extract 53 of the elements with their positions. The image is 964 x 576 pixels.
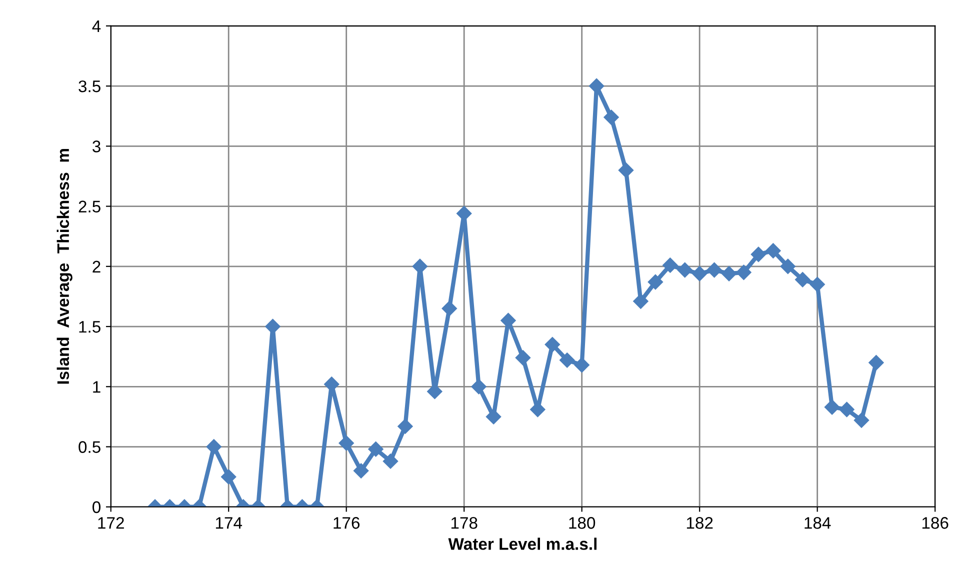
- x-tick-label: 174: [216, 517, 242, 529]
- y-tick-label: 1: [93, 381, 100, 393]
- point: [692, 266, 708, 282]
- y-tick-label: 1.5: [79, 321, 100, 333]
- point: [382, 454, 398, 469]
- point: [354, 463, 369, 478]
- x-tick-label: 180: [569, 517, 596, 529]
- point: [515, 350, 531, 366]
- point: [604, 110, 619, 125]
- point: [544, 336, 560, 352]
- x-tick-label: 186: [922, 517, 948, 529]
- point: [766, 243, 781, 258]
- x-axis-title: Water Level m.a.s.l: [448, 538, 597, 550]
- point: [750, 246, 766, 262]
- point: [854, 412, 870, 428]
- point: [618, 162, 634, 178]
- y-tick-label: 2.5: [78, 200, 100, 212]
- y-axis-title: Island Average Thickness m: [56, 149, 72, 384]
- point: [221, 469, 236, 484]
- x-tick-label: 182: [686, 517, 713, 529]
- point: [338, 436, 354, 451]
- point: [824, 400, 840, 415]
- point: [736, 264, 752, 280]
- x-tick-label: 184: [804, 517, 831, 529]
- point: [868, 355, 884, 370]
- point: [412, 258, 428, 274]
- point: [721, 266, 737, 282]
- point: [442, 300, 457, 316]
- y-tick-label: 0: [92, 501, 100, 514]
- point: [839, 402, 854, 418]
- x-tick-label: 172: [98, 517, 124, 529]
- point: [574, 357, 590, 373]
- point: [560, 352, 575, 368]
- point: [810, 276, 825, 292]
- point: [780, 258, 796, 274]
- point: [706, 262, 722, 278]
- y-tick-label: 0.5: [78, 441, 100, 453]
- x-tick-label: 178: [451, 517, 478, 529]
- point: [368, 442, 384, 457]
- point: [795, 272, 810, 288]
- y-tick-label: 4: [92, 20, 101, 32]
- x-tick-label: 176: [334, 517, 360, 529]
- y-tick-label: 3: [92, 140, 100, 152]
- point: [588, 78, 604, 94]
- point: [648, 274, 664, 290]
- point: [471, 379, 486, 394]
- point: [677, 262, 692, 278]
- y-tick-label: 3.5: [78, 80, 100, 92]
- point: [633, 294, 648, 309]
- point: [662, 258, 678, 273]
- point: [206, 439, 222, 454]
- point: [398, 418, 413, 434]
- y-tick-label: 2: [92, 260, 100, 272]
